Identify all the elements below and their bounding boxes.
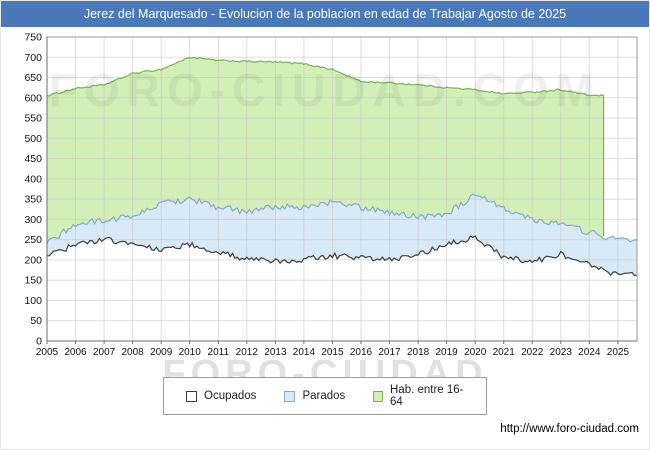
y-tick-label: 0 xyxy=(36,336,42,348)
legend-item-ocupados: Ocupados xyxy=(186,390,256,402)
x-tick-label: 2021 xyxy=(493,347,516,358)
x-tick-label: 2025 xyxy=(607,347,630,358)
x-tick-label: 2008 xyxy=(121,347,144,358)
x-tick-label: 2007 xyxy=(93,347,116,358)
legend-swatch-hab-16-64 xyxy=(373,390,383,402)
x-tick-label: 2005 xyxy=(36,347,59,358)
y-tick-label: 400 xyxy=(24,173,42,185)
y-tick-label: 300 xyxy=(24,214,42,226)
y-tick-label: 50 xyxy=(30,315,42,327)
y-tick-label: 700 xyxy=(24,52,42,64)
x-tick-label: 2024 xyxy=(578,347,601,358)
y-tick-label: 150 xyxy=(24,275,42,287)
y-tick-label: 550 xyxy=(24,113,42,125)
y-tick-label: 600 xyxy=(24,92,42,104)
y-tick-label: 650 xyxy=(24,72,42,84)
population-chart: 0 50 100 150 200 250 300 350 400 450 500 550 600 650 7… xyxy=(24,32,638,358)
x-tick-label: 2018 xyxy=(407,347,430,358)
x-tick-label: 2016 xyxy=(350,347,373,358)
y-tick-label: 350 xyxy=(24,194,42,206)
series-line-0 xyxy=(46,56,605,236)
x-tick-label: 2017 xyxy=(378,347,401,358)
series-line-2 xyxy=(46,235,638,277)
y-tick-label: 500 xyxy=(24,133,42,145)
y-tick-label: 200 xyxy=(24,254,42,266)
page-title: Jerez del Marquesado - Evolucion de la p… xyxy=(83,7,567,21)
chart-area: 0 50 100 150 200 250 300 350 400 450 500 550 600 650 7… xyxy=(1,27,649,361)
y-tick-label: 750 xyxy=(24,32,42,44)
legend-label-ocupados: Ocupados xyxy=(204,390,257,402)
title-bar: Jerez del Marquesado - Evolucion de la p… xyxy=(1,1,649,27)
legend-label-parados: Parados xyxy=(302,390,346,402)
series-line-1 xyxy=(46,193,637,244)
y-tick-label: 450 xyxy=(24,153,42,165)
x-tick-label: 2022 xyxy=(521,347,544,358)
legend-swatch-ocupados xyxy=(186,390,197,402)
x-tick-label: 2015 xyxy=(321,347,344,358)
x-tick-label: 2023 xyxy=(550,347,573,358)
x-tick-label: 2010 xyxy=(179,347,202,358)
x-tick-label: 2019 xyxy=(435,347,458,358)
legend-swatch-parados xyxy=(284,390,296,402)
series-area-2 xyxy=(47,236,637,341)
x-tick-label: 2012 xyxy=(236,347,259,358)
legend-item-hab-16-64: Hab. entre 16-64 xyxy=(373,384,464,408)
x-tick-label: 2020 xyxy=(464,347,487,358)
legend: Ocupados Parados Hab. entre 16-64 xyxy=(163,377,487,415)
x-tick-label: 2013 xyxy=(264,347,287,358)
footer-url[interactable]: http://www.foro-ciudad.com xyxy=(500,423,639,435)
x-tick-label: 2011 xyxy=(208,347,230,358)
y-tick-label: 250 xyxy=(24,234,42,246)
legend-item-parados: Parados xyxy=(284,390,345,402)
x-tick-label: 2014 xyxy=(293,347,316,358)
x-tick-label: 2006 xyxy=(64,347,87,358)
x-tick-label: 2009 xyxy=(150,347,173,358)
y-tick-label: 100 xyxy=(24,295,42,307)
legend-label-hab-16-64: Hab. entre 16-64 xyxy=(390,384,464,408)
